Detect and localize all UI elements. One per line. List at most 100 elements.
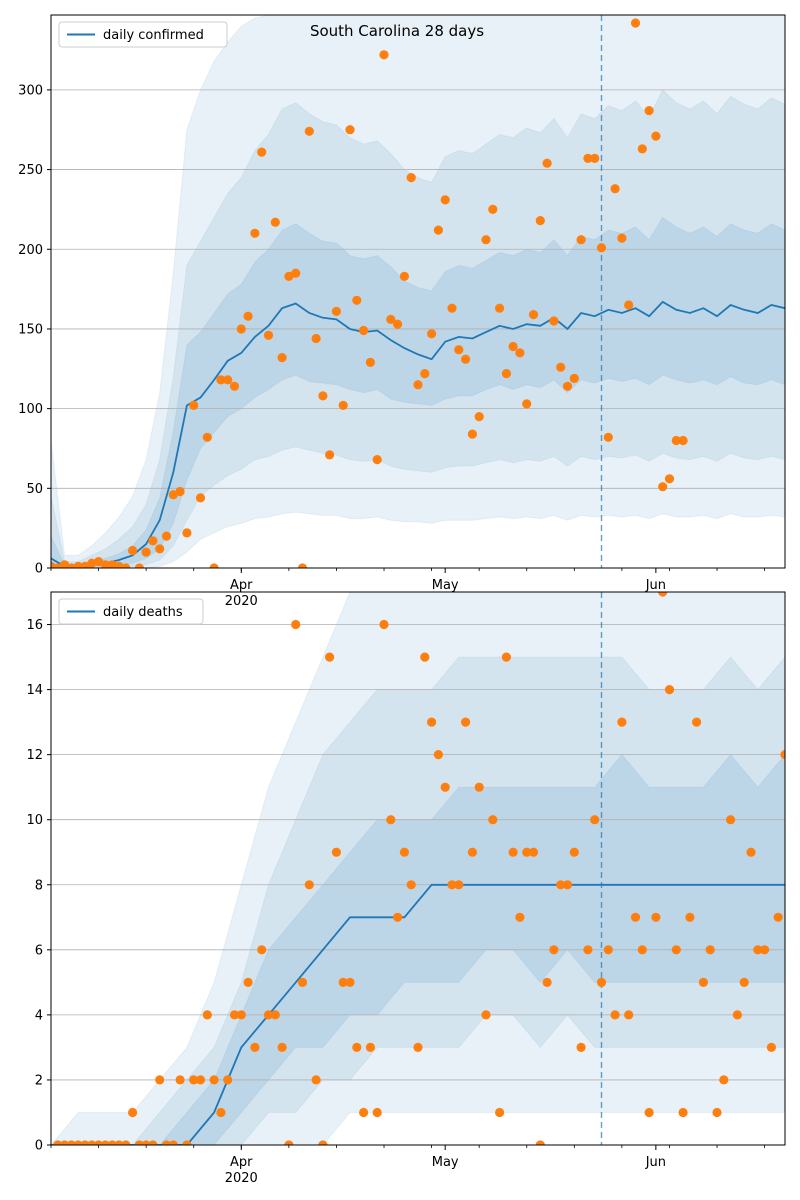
observed-point [495,303,505,313]
observed-point [399,847,409,857]
observed-point [257,945,267,955]
observed-point [705,945,715,955]
observed-point [345,125,355,135]
observed-point [386,314,396,324]
observed-point [596,243,607,253]
observed-point [760,945,770,955]
observed-point [556,362,566,372]
observed-point [556,880,566,890]
observed-point [433,225,443,235]
observed-point [134,563,144,568]
observed-point [236,1010,246,1020]
x-tick-sublabel: 2020 [225,1171,258,1186]
observed-point [461,354,471,364]
observed-point [603,945,613,955]
observed-point [161,531,172,541]
observed-point [420,652,430,662]
observed-point [53,1140,63,1145]
observed-point [773,912,783,922]
observed-point [596,977,607,988]
observed-point [223,375,233,385]
y-tick-label: 250 [18,163,43,178]
observed-point [447,303,457,313]
observed-point [440,782,450,792]
observed-point [216,1107,226,1118]
observed-point [583,153,593,163]
observed-point [515,912,525,922]
x-tick-label: May [432,1155,459,1170]
observed-point [624,300,634,310]
observed-point [216,375,226,385]
x-tick-label: Jun [645,578,666,593]
observed-point [413,1042,423,1052]
observed-point [318,391,328,401]
observed-point [304,126,314,136]
x-tick-label: Apr [230,1155,253,1170]
observed-point [386,815,396,825]
observed-point [365,357,375,367]
observed-point [277,1042,287,1052]
observed-point [610,1010,620,1020]
observed-point [318,1140,328,1145]
observed-point [60,1140,70,1145]
y-tick-label: 150 [18,322,43,337]
observed-point [73,1140,83,1145]
x-tick-label: May [432,578,459,593]
series-line [51,883,785,1145]
observed-point [311,333,321,344]
observed-point [107,1140,117,1145]
observed-point [610,184,620,194]
observed-point [651,131,661,141]
observed-point [739,977,749,988]
observed-point [515,348,525,358]
observed-point [481,235,491,245]
x-tick-sublabel: 2020 [225,594,258,609]
y-tick-label: 200 [18,243,43,258]
observed-point [372,455,382,465]
observed-point [576,1042,586,1052]
observed-point [141,1140,151,1145]
observed-point [352,1042,362,1052]
observed-point [195,1075,206,1085]
observed-point [617,233,627,243]
observed-point [284,1140,294,1145]
observed-point [229,381,240,391]
observed-point [331,847,341,857]
observed-point [365,1042,375,1052]
observed-point [528,847,539,857]
observed-point [576,235,586,245]
observed-point [658,482,668,492]
observed-point [651,912,661,922]
observed-point [549,316,559,326]
observed-point [277,353,287,363]
y-tick-label: 50 [26,482,43,497]
y-tick-label: 2 [35,1073,43,1088]
observed-point [454,345,464,355]
uncertainty-band [51,15,785,568]
observed-point [263,1010,274,1020]
observed-point [223,1075,233,1085]
observed-point [522,399,532,409]
observed-point [229,1010,240,1020]
observed-point [399,271,409,281]
observed-point [372,1107,382,1118]
observed-point [766,1042,777,1052]
deaths-points [53,592,785,1145]
observed-point [155,1075,165,1085]
observed-point [359,1107,369,1118]
observed-point [189,1075,199,1085]
observed-point [719,1075,729,1085]
observed-point [175,1075,185,1085]
series-line [51,300,785,568]
observed-point [243,977,253,988]
observed-point [685,912,695,922]
observed-point [413,380,423,390]
y-tick-label: 300 [18,83,43,98]
observed-point [236,324,246,334]
observed-point [114,1140,124,1145]
observed-point [379,619,389,630]
observed-point [427,329,437,339]
observed-point [644,106,654,116]
